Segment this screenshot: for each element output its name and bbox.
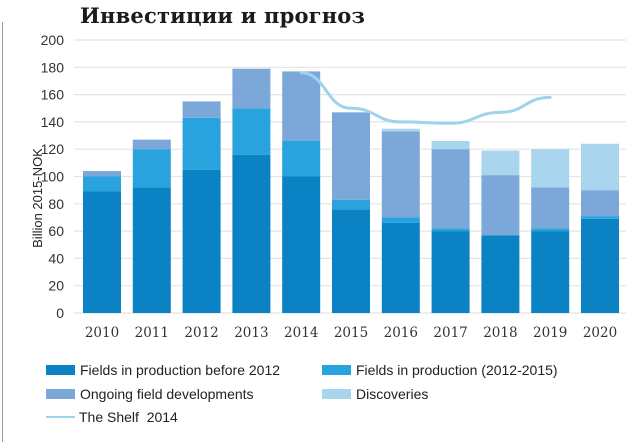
y-tick-label: 0	[56, 305, 64, 321]
bar-segment-2019-series-1	[531, 228, 570, 232]
x-tick-label: 2017	[433, 325, 467, 341]
x-tick-label: 2014	[284, 325, 318, 341]
x-tick-label: 2010	[85, 325, 119, 341]
bar-segment-2018-series-2	[481, 175, 520, 236]
bar-segment-2020-series-2	[581, 190, 619, 217]
legend-swatch	[46, 389, 75, 399]
legend-label: Ongoing field developments	[80, 386, 254, 402]
legend-item-shelf-2014: The Shelf 2014	[46, 409, 178, 425]
shelf-line-layer	[299, 71, 552, 125]
legend-label: Fields in production (2012-2015)	[356, 362, 558, 378]
bar-segment-2015-series-2	[332, 112, 370, 200]
bar-segment-2015-series-1	[332, 199, 370, 210]
bar-segment-2019-series-3	[531, 149, 570, 188]
x-tick-label: 2016	[384, 325, 418, 341]
legend-line-swatch	[46, 416, 75, 418]
y-axis-ticks: 0 20 40 60 80 100 120 140 160 180 200	[41, 32, 65, 321]
bar-segment-2019-series-0	[531, 231, 570, 313]
bar-segment-2010-series-0	[83, 191, 121, 313]
bar-segment-2019-series-2	[531, 187, 570, 229]
y-tick-label: 60	[48, 223, 64, 239]
bar-segment-2017-series-3	[431, 141, 470, 150]
y-tick-label: 40	[48, 250, 64, 266]
legend-item-fields-2012-2015: Fields in production (2012-2015)	[322, 362, 558, 378]
y-tick-label: 120	[41, 141, 65, 157]
bar-segment-2014-series-1	[282, 141, 321, 177]
frame-border	[2, 22, 3, 442]
x-tick-label: 2011	[135, 325, 169, 341]
bar-segment-2016-series-1	[381, 217, 420, 223]
bar-segment-2012-series-1	[182, 117, 221, 170]
legend-label: Fields in production before 2012	[80, 362, 281, 378]
x-tick-label: 2013	[234, 325, 268, 341]
x-tick-label: 2018	[483, 325, 517, 341]
bar-segment-2016-series-0	[381, 222, 420, 313]
bar-segment-2017-series-0	[431, 231, 470, 313]
bar-segment-2013-series-2	[232, 68, 271, 109]
x-axis-ticks: 2010 2011 2012 2013 2014 2015 2016 2017 2018 2019…	[85, 325, 617, 341]
x-tick-label: 2019	[533, 325, 567, 341]
x-tick-label: 2015	[334, 325, 368, 341]
legend-swatch	[46, 365, 75, 375]
bar-segment-2020-series-3	[581, 143, 619, 191]
y-tick-label: 160	[41, 87, 65, 103]
y-tick-label: 140	[41, 114, 65, 130]
bars	[83, 68, 619, 313]
bar-segment-2020-series-1	[581, 216, 619, 219]
legend-swatch	[322, 365, 351, 375]
bar-segment-2014-series-2	[282, 71, 321, 142]
bar-segment-2018-series-3	[481, 150, 520, 176]
bar-segment-2010-series-1	[83, 176, 121, 192]
bar-segment-2013-series-1	[232, 108, 271, 155]
legend-label: The Shelf 2014	[79, 409, 178, 425]
y-tick-label: 180	[41, 59, 65, 75]
legend-item-fields-before-2012: Fields in production before 2012	[46, 362, 280, 378]
bar-segment-2020-series-0	[581, 218, 619, 313]
bar-segment-2011-series-2	[132, 139, 171, 150]
bar-segment-2017-series-2	[431, 149, 470, 229]
legend-label: Discoveries	[356, 386, 429, 402]
bar-segment-2016-series-2	[381, 131, 420, 218]
bar-segment-2018-series-0	[481, 235, 520, 313]
chart-title: Инвестиции и прогноз	[80, 3, 366, 28]
bar-segment-2011-series-0	[132, 187, 171, 313]
legend-swatch	[322, 389, 351, 399]
y-tick-label: 20	[48, 278, 64, 294]
bar-segment-2013-series-0	[232, 154, 271, 313]
bar-segment-2016-series-3	[381, 128, 420, 132]
x-tick-label: 2020	[583, 325, 617, 341]
y-tick-label: 200	[41, 32, 65, 48]
x-tick-label: 2012	[184, 325, 218, 341]
bar-segment-2010-series-2	[83, 171, 121, 177]
bar-segment-2014-series-0	[282, 176, 321, 313]
y-axis-label: Billion 2015-NOK	[30, 148, 45, 248]
bar-segment-2012-series-2	[182, 101, 221, 118]
shelf-2014-line	[299, 71, 552, 125]
bar-segment-2017-series-1	[431, 228, 470, 232]
bar-segment-2011-series-1	[132, 149, 171, 188]
y-tick-label: 80	[48, 196, 64, 212]
y-tick-label: 100	[41, 169, 65, 185]
bar-segment-2015-series-0	[332, 209, 370, 313]
bar-segment-2012-series-0	[182, 169, 221, 313]
legend-item-discoveries: Discoveries	[322, 386, 428, 402]
legend-item-ongoing: Ongoing field developments	[46, 386, 254, 402]
